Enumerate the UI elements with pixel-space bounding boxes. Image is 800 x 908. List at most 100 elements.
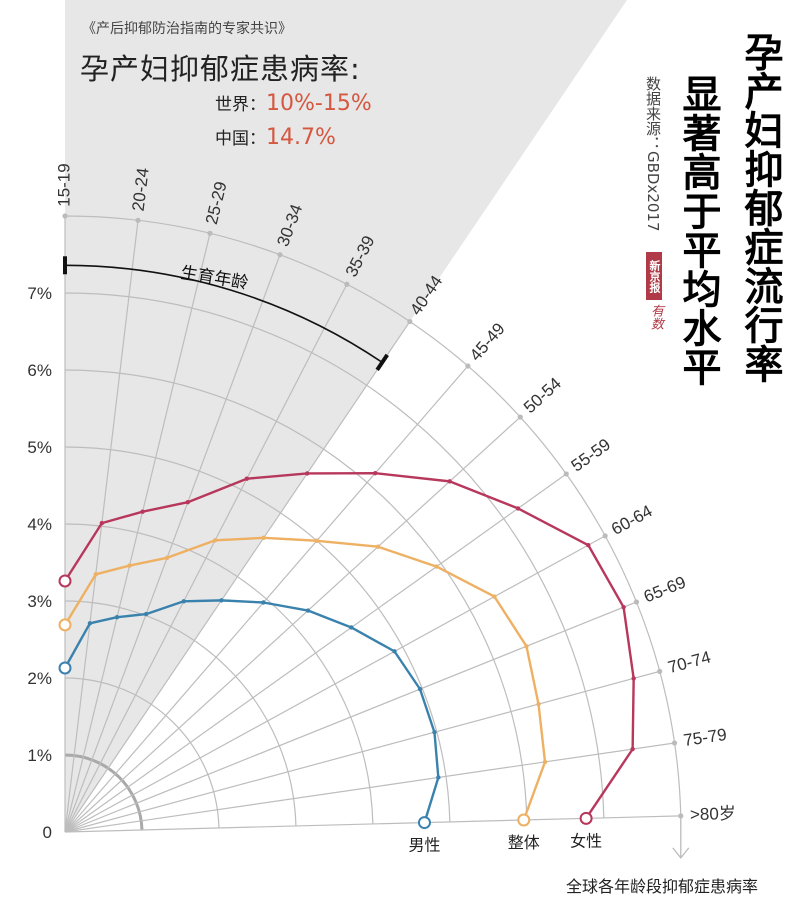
data-point	[305, 471, 310, 476]
grid-spoke	[64, 815, 681, 833]
category-label: 60-64	[608, 501, 655, 539]
data-point	[305, 608, 311, 613]
radial-tick-label: 5%	[27, 438, 52, 457]
category-label: 15-19	[54, 163, 73, 206]
axis-end-dot	[135, 217, 141, 223]
data-point	[373, 470, 378, 476]
grid-spoke	[64, 416, 521, 833]
category-label: >80岁	[690, 804, 736, 824]
bracket-end	[375, 353, 389, 371]
data-point	[630, 746, 635, 752]
arrow-down-icon	[672, 847, 690, 859]
data-point	[140, 509, 145, 514]
data-point	[417, 686, 423, 692]
axis-end-dot	[563, 471, 569, 477]
logo-sub: 有数	[648, 304, 663, 330]
world-value: 10%-15%	[266, 91, 372, 116]
axis-end-dot	[344, 281, 350, 287]
data-point	[87, 621, 93, 626]
data-point	[99, 520, 105, 526]
axis-end-dot	[602, 533, 608, 539]
radial-tick-label: 3%	[27, 592, 52, 611]
data-point	[432, 730, 437, 735]
series-line	[63, 471, 635, 820]
axis-end-dot	[207, 230, 213, 236]
data-point	[542, 759, 548, 765]
data-point	[212, 538, 218, 543]
series-line	[63, 536, 547, 821]
logo: 新京报	[646, 252, 662, 300]
source-book: 《产后抑郁防治指南的专家共识》	[82, 21, 292, 37]
data-point	[447, 479, 452, 484]
data-point	[261, 535, 266, 541]
china-rate: 中国：14.7%	[215, 124, 336, 150]
title-line2: 显著高于平均水平	[676, 74, 721, 386]
axis-end-dot	[671, 740, 678, 746]
data-point	[93, 572, 98, 577]
grid-spoke	[64, 321, 411, 833]
chart-title: 全球各年龄段抑郁症患病率	[566, 877, 759, 896]
series-label: 男性	[408, 836, 440, 855]
grid-spoke	[64, 220, 139, 833]
china-value: 14.7%	[266, 125, 336, 150]
title-line1: 孕产妇抑郁症流行率	[738, 32, 783, 383]
data-point	[436, 775, 441, 780]
series-label: 整体	[508, 833, 540, 852]
category-label: 55-59	[568, 435, 614, 476]
grid-spoke	[64, 601, 637, 833]
world-rate: 世界：10%-15%	[215, 90, 372, 116]
radial-tick-label: 7%	[27, 284, 52, 303]
data-point	[515, 506, 521, 511]
grid-spoke	[64, 233, 211, 833]
data-point	[219, 598, 224, 603]
category-label: 65-69	[641, 573, 688, 607]
data-point	[621, 604, 626, 610]
data-point	[181, 599, 186, 604]
grid-spoke	[64, 283, 348, 833]
grid-spoke	[64, 365, 469, 833]
china-label: 中国：	[215, 129, 266, 149]
axis-end-dot	[517, 414, 523, 420]
radial-tick-label: 4%	[27, 515, 52, 534]
grid-spoke	[64, 254, 281, 833]
grid-ring	[64, 369, 528, 820]
axis-end-dot	[633, 599, 640, 605]
grid-spoke	[64, 535, 606, 833]
category-label: 50-54	[520, 374, 565, 417]
grid-spoke	[64, 742, 675, 833]
grid-ring	[64, 446, 451, 822]
data-point	[164, 555, 170, 560]
data-point	[631, 676, 636, 681]
data-point	[536, 701, 541, 707]
data-point	[375, 544, 381, 549]
data-point	[586, 542, 591, 548]
axis-end-dot	[465, 363, 471, 369]
radial-tick-label: 0	[43, 823, 52, 842]
series-label: 女性	[570, 831, 602, 850]
category-label: 45-49	[466, 319, 509, 364]
data-point	[114, 615, 120, 620]
axis-end-dot	[407, 318, 413, 325]
data-point	[127, 563, 132, 568]
radial-tick-label: 2%	[27, 669, 52, 688]
axis-end-dot	[62, 213, 68, 219]
grid-spoke	[64, 473, 567, 833]
data-point	[434, 564, 439, 569]
grid-ring	[64, 523, 374, 824]
data-source: 数据来源：GBDx2017	[644, 76, 662, 232]
world-label: 世界：	[215, 95, 266, 115]
data-point	[524, 644, 529, 649]
axis-end-dot	[277, 252, 283, 258]
data-point	[579, 811, 593, 825]
data-point	[244, 476, 250, 481]
axis-end-dot	[657, 668, 663, 674]
data-point	[185, 500, 190, 505]
data-point	[492, 594, 497, 599]
grid-spoke	[64, 670, 660, 833]
category-label: 70-74	[666, 647, 713, 677]
grid-ring	[64, 753, 144, 831]
radial-tick-label: 6%	[27, 361, 52, 380]
data-point	[349, 625, 354, 630]
series-line	[63, 599, 440, 823]
